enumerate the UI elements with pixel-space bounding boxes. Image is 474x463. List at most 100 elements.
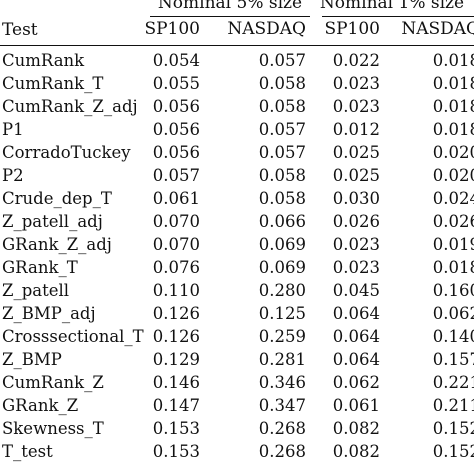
- table-row: Z_patell 0.110 0.280 0.045 0.160: [0, 279, 474, 302]
- sp100-5pct-cell: 0.153: [152, 419, 200, 438]
- sp100-1pct-cell: 0.082: [332, 442, 380, 461]
- table-row: Crosssectional_T 0.126 0.259 0.064 0.140: [0, 325, 474, 348]
- test-name-cell: Z_patell_adj: [2, 212, 103, 231]
- nasdaq-1pct-cell: 0.019: [432, 235, 474, 254]
- nasdaq-1pct-cell: 0.024: [432, 189, 474, 208]
- table-row: GRank_Z 0.147 0.347 0.061 0.211: [0, 394, 474, 417]
- sp100-5pct-cell: 0.057: [152, 166, 200, 185]
- sp100-1pct-cell: 0.082: [332, 419, 380, 438]
- nasdaq-1pct-cell: 0.018: [432, 97, 474, 116]
- nasdaq-5pct-cell: 0.057: [258, 120, 306, 139]
- test-name-cell: GRank_Z: [2, 396, 79, 415]
- nasdaq-5pct-cell: 0.347: [258, 396, 306, 415]
- sp100-1pct-cell: 0.062: [332, 373, 380, 392]
- table-row: GRank_T 0.076 0.069 0.023 0.018: [0, 256, 474, 279]
- nasdaq-1pct-cell: 0.160: [432, 281, 474, 300]
- nasdaq-1pct-cell: 0.062: [432, 304, 474, 323]
- sp100-5pct-cell: 0.126: [152, 304, 200, 323]
- nasdaq-5pct-cell: 0.058: [258, 97, 306, 116]
- nasdaq-1pct-cell: 0.018: [432, 120, 474, 139]
- nasdaq-5pct-cell: 0.066: [258, 212, 306, 231]
- nasdaq-5pct-cell: 0.346: [258, 373, 306, 392]
- nasdaq-1pct-cell: 0.020: [432, 143, 474, 162]
- table-row: CumRank_T 0.055 0.058 0.023 0.018: [0, 72, 474, 95]
- nasdaq-1pct-cell: 0.020: [432, 166, 474, 185]
- group-rule-5pct: [150, 16, 310, 17]
- test-name-cell: Z_BMP_adj: [2, 304, 96, 323]
- test-name-cell: CorradoTuckey: [2, 143, 131, 162]
- nasdaq-5pct-cell: 0.069: [258, 235, 306, 254]
- table-row: Crude_dep_T 0.061 0.058 0.030 0.024: [0, 187, 474, 210]
- test-name-cell: GRank_Z_adj: [2, 235, 112, 254]
- sp100-5pct-cell: 0.061: [152, 189, 200, 208]
- test-name-cell: CumRank_T: [2, 74, 104, 93]
- sp100-1pct-cell: 0.045: [332, 281, 380, 300]
- group-header-5pct: Nominal 5% size: [157, 0, 303, 13]
- table-row: CumRank_Z_adj 0.056 0.058 0.023 0.018: [0, 95, 474, 118]
- sp100-1pct-cell: 0.064: [332, 304, 380, 323]
- test-name-cell: Crosssectional_T: [2, 327, 144, 346]
- group-header-1pct: Nominal 1% size: [319, 0, 465, 13]
- test-name-cell: CumRank_Z_adj: [2, 97, 138, 116]
- nasdaq-5pct-cell: 0.058: [258, 166, 306, 185]
- sp100-5pct-cell: 0.146: [152, 373, 200, 392]
- header-rule: [0, 45, 474, 46]
- test-name-cell: GRank_T: [2, 258, 78, 277]
- column-header-nasdaq-1pct: NASDAQ: [401, 19, 474, 39]
- nasdaq-1pct-cell: 0.026: [432, 212, 474, 231]
- sp100-5pct-cell: 0.129: [152, 350, 200, 369]
- nasdaq-5pct-cell: 0.058: [258, 189, 306, 208]
- nasdaq-5pct-cell: 0.069: [258, 258, 306, 277]
- column-header-sp100-5pct: SP100: [144, 19, 200, 39]
- test-name-cell: Skewness_T: [2, 419, 104, 438]
- group-rule-1pct: [322, 16, 474, 17]
- test-name-cell: P2: [2, 166, 24, 185]
- sp100-5pct-cell: 0.110: [152, 281, 200, 300]
- test-name-cell: Z_BMP: [2, 350, 62, 369]
- sp100-5pct-cell: 0.056: [152, 97, 200, 116]
- column-header-sp100-1pct: SP100: [324, 19, 380, 39]
- sp100-1pct-cell: 0.023: [332, 74, 380, 93]
- test-name-cell: Crude_dep_T: [2, 189, 112, 208]
- table-row: GRank_Z_adj 0.070 0.069 0.023 0.019: [0, 233, 474, 256]
- sp100-1pct-cell: 0.030: [332, 189, 380, 208]
- nasdaq-5pct-cell: 0.259: [258, 327, 306, 346]
- sp100-5pct-cell: 0.056: [152, 120, 200, 139]
- sp100-5pct-cell: 0.126: [152, 327, 200, 346]
- sp100-5pct-cell: 0.153: [152, 442, 200, 461]
- nasdaq-5pct-cell: 0.057: [258, 51, 306, 70]
- table-row: CumRank 0.054 0.057 0.022 0.018: [0, 49, 474, 72]
- sp100-1pct-cell: 0.064: [332, 350, 380, 369]
- nasdaq-5pct-cell: 0.268: [258, 419, 306, 438]
- sp100-5pct-cell: 0.076: [152, 258, 200, 277]
- nasdaq-1pct-cell: 0.140: [432, 327, 474, 346]
- nasdaq-5pct-cell: 0.058: [258, 74, 306, 93]
- sp100-1pct-cell: 0.023: [332, 97, 380, 116]
- nasdaq-1pct-cell: 0.152: [432, 419, 474, 438]
- column-header-nasdaq-5pct: NASDAQ: [227, 19, 306, 39]
- sp100-1pct-cell: 0.061: [332, 396, 380, 415]
- table-row: Z_BMP 0.129 0.281 0.064 0.157: [0, 348, 474, 371]
- sp100-5pct-cell: 0.055: [152, 74, 200, 93]
- column-header-test: Test: [2, 20, 38, 40]
- nasdaq-1pct-cell: 0.018: [432, 51, 474, 70]
- sp100-1pct-cell: 0.023: [332, 235, 380, 254]
- table-row: P2 0.057 0.058 0.025 0.020: [0, 164, 474, 187]
- sp100-5pct-cell: 0.056: [152, 143, 200, 162]
- table-row: Z_BMP_adj 0.126 0.125 0.064 0.062: [0, 302, 474, 325]
- nasdaq-5pct-cell: 0.057: [258, 143, 306, 162]
- sp100-1pct-cell: 0.025: [332, 166, 380, 185]
- sp100-5pct-cell: 0.147: [152, 396, 200, 415]
- nasdaq-5pct-cell: 0.281: [258, 350, 306, 369]
- test-name-cell: T_test: [2, 442, 53, 461]
- sp100-1pct-cell: 0.064: [332, 327, 380, 346]
- table-row: CorradoTuckey 0.056 0.057 0.025 0.020: [0, 141, 474, 164]
- test-name-cell: Z_patell: [2, 281, 70, 300]
- table-row: P1 0.056 0.057 0.012 0.018: [0, 118, 474, 141]
- sp100-5pct-cell: 0.070: [152, 235, 200, 254]
- test-name-cell: P1: [2, 120, 24, 139]
- sp100-1pct-cell: 0.023: [332, 258, 380, 277]
- sp100-1pct-cell: 0.012: [332, 120, 380, 139]
- sp100-5pct-cell: 0.054: [152, 51, 200, 70]
